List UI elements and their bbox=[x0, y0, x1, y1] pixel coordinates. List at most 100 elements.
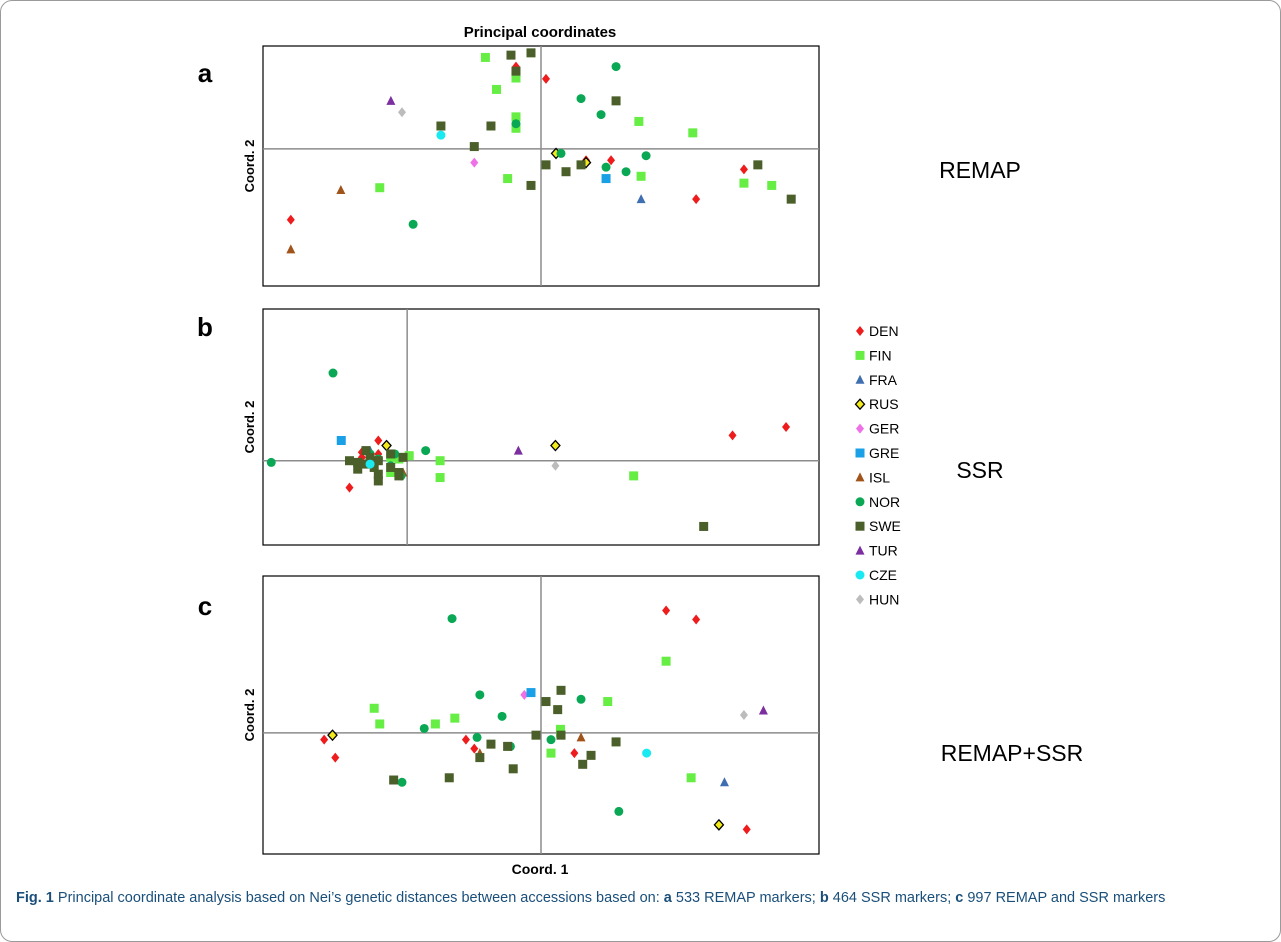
point-swe bbox=[373, 469, 383, 479]
point-tur bbox=[758, 705, 768, 715]
point-nor bbox=[601, 162, 611, 172]
point-gre bbox=[336, 435, 346, 445]
legend-item-fin: FIN bbox=[855, 347, 892, 363]
point-swe bbox=[369, 462, 379, 472]
point-nor bbox=[641, 151, 651, 161]
legend-label: TUR bbox=[869, 543, 898, 559]
panel-marker-type-label: REMAP+SSR bbox=[941, 740, 1084, 766]
point-swe bbox=[386, 449, 396, 459]
point-rus bbox=[381, 439, 392, 452]
legend-label: FRA bbox=[869, 372, 898, 388]
point-tur bbox=[513, 445, 523, 455]
point-swe bbox=[394, 471, 404, 481]
point-nor bbox=[328, 368, 338, 378]
legend-item-isl: ISL bbox=[855, 469, 890, 485]
point-swe bbox=[556, 730, 566, 740]
legend-item-nor: NOR bbox=[855, 494, 900, 510]
point-fin bbox=[435, 456, 445, 466]
point-cze bbox=[365, 459, 375, 469]
legend-marker bbox=[855, 448, 865, 458]
y-axis-label: Coord. 2 bbox=[242, 689, 257, 742]
point-swe bbox=[699, 521, 709, 531]
point-fin bbox=[511, 112, 521, 122]
point-swe bbox=[611, 737, 621, 747]
point-swe bbox=[373, 456, 383, 466]
point-den bbox=[782, 422, 791, 432]
point-den bbox=[286, 214, 295, 225]
legend-marker bbox=[855, 374, 865, 384]
legend-marker bbox=[855, 570, 865, 580]
legend-item-rus: RUS bbox=[854, 396, 899, 412]
panels-group: a Coord. 2 REMAP b Coord. 2 SSR c Coord. 2 REMAP… bbox=[197, 45, 1084, 855]
legend-item-den: DEN bbox=[856, 323, 899, 339]
point-swe bbox=[444, 773, 454, 783]
point-swe bbox=[578, 759, 588, 769]
point-fin bbox=[636, 171, 646, 181]
point-fin bbox=[375, 183, 385, 193]
point-swe bbox=[556, 685, 566, 695]
point-fin bbox=[688, 128, 698, 138]
y-axis-label: Coord. 2 bbox=[242, 140, 257, 193]
legend: DEN FIN FRA RUS GER GRE ISL NOR SWE TUR CZE HUN bbox=[854, 323, 901, 607]
point-fin bbox=[430, 719, 440, 729]
point-swe bbox=[365, 452, 375, 462]
legend-label: DEN bbox=[869, 323, 899, 339]
point-fin bbox=[767, 180, 777, 190]
legend-label: CZE bbox=[869, 567, 897, 583]
point-hun bbox=[551, 460, 560, 471]
point-fin bbox=[686, 773, 696, 783]
point-fin bbox=[661, 656, 671, 666]
point-fin bbox=[634, 116, 644, 126]
point-nor bbox=[472, 732, 482, 742]
point-nor bbox=[576, 694, 586, 704]
point-nor bbox=[546, 735, 556, 745]
point-nor bbox=[497, 711, 507, 721]
panel-c: c Coord. 2 REMAP+SSR bbox=[198, 575, 1084, 855]
point-hun bbox=[739, 710, 748, 720]
legend-marker bbox=[854, 398, 866, 411]
caption-text-1: Principal coordinate analysis based on N… bbox=[53, 890, 664, 906]
point-fin bbox=[603, 697, 613, 707]
point-swe bbox=[506, 50, 516, 60]
point-nor bbox=[611, 62, 621, 72]
point-nor bbox=[447, 614, 457, 624]
point-fin bbox=[404, 451, 414, 461]
point-swe bbox=[586, 750, 596, 760]
point-ger bbox=[470, 157, 479, 168]
point-swe bbox=[541, 697, 551, 707]
point-nor bbox=[408, 219, 418, 229]
caption-text-3: 464 SSR markers; bbox=[828, 890, 956, 906]
panel-marker-type-label: REMAP bbox=[939, 157, 1021, 183]
point-swe bbox=[786, 194, 796, 204]
point-nor bbox=[419, 723, 429, 733]
panel-letter: a bbox=[198, 58, 213, 88]
point-swe bbox=[503, 741, 513, 751]
y-axis-label: Coord. 2 bbox=[242, 401, 257, 454]
caption-text-2: 533 REMAP markers; bbox=[671, 890, 820, 906]
point-ger bbox=[520, 689, 529, 700]
legend-marker bbox=[855, 521, 865, 531]
caption-c: c bbox=[955, 890, 964, 906]
point-swe bbox=[526, 48, 536, 58]
point-gre bbox=[601, 174, 611, 184]
point-den bbox=[607, 155, 616, 166]
point-rus bbox=[550, 439, 561, 452]
point-fin bbox=[739, 178, 749, 188]
point-swe bbox=[486, 739, 496, 749]
point-den bbox=[345, 482, 354, 493]
point-nor bbox=[266, 457, 276, 467]
point-nor bbox=[397, 777, 407, 787]
point-fin bbox=[450, 713, 460, 723]
plot-frame bbox=[262, 308, 820, 546]
caption-text-4: 997 REMAP and SSR markers bbox=[963, 890, 1166, 906]
point-nor bbox=[475, 690, 485, 700]
legend-label: FIN bbox=[869, 347, 892, 363]
point-den bbox=[742, 824, 751, 835]
point-nor bbox=[421, 446, 431, 456]
legend-label: HUN bbox=[869, 591, 899, 607]
legend-label: SWE bbox=[869, 518, 901, 534]
point-den bbox=[461, 734, 470, 745]
point-cze bbox=[436, 130, 446, 140]
point-den bbox=[692, 194, 701, 205]
point-fin bbox=[435, 473, 445, 483]
